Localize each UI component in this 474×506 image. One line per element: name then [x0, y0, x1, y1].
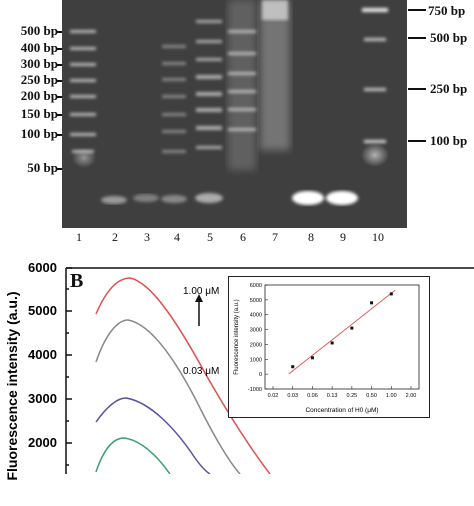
- inset-x-tick-label: 0.03: [287, 393, 298, 399]
- inset-y-tick-label: 6000: [250, 283, 262, 289]
- inset-chart: 6000 5000 4000 3000 2000 1000 0 -1000 0.02 0.03 0.…: [228, 276, 430, 418]
- right-marker-100: 100 bp: [430, 133, 468, 148]
- inset-chart-svg: 6000 5000 4000 3000 2000 1000 0 -1000 0.02 0.03 0.…: [234, 283, 420, 414]
- curve-green: [95, 437, 171, 474]
- inset-x-tick-label: 0.50: [366, 393, 377, 399]
- left-marker-400: 400 bp: [20, 40, 58, 55]
- y-tick-6000: 6000: [28, 260, 57, 275]
- arrow-top-label: 1.00 μM: [183, 286, 220, 297]
- lane-number: 8: [308, 230, 314, 244]
- left-marker-250: 250 bp: [20, 72, 58, 87]
- left-marker-100: 100 bp: [20, 126, 58, 141]
- lane-number: 5: [207, 230, 213, 244]
- left-marker-500: 500 bp: [20, 23, 58, 38]
- panel-b-axes: [65, 267, 474, 474]
- inset-x-tick-label: 2.00: [406, 393, 417, 399]
- y-tick-5000: 5000: [28, 303, 57, 318]
- curve-gray: [95, 319, 241, 474]
- curve-blue: [95, 397, 211, 474]
- lane-number: 2: [112, 230, 118, 244]
- inset-data-point: [389, 292, 393, 296]
- left-marker-300: 300 bp: [20, 56, 58, 71]
- inset-x-tick-label: 1.00: [386, 393, 397, 399]
- left-marker-150: 150 bp: [20, 106, 58, 121]
- inset-data-point: [370, 301, 374, 305]
- inset-y-tick-label: 3000: [250, 328, 262, 334]
- inset-fit-line: [288, 289, 396, 375]
- lane-number: 9: [340, 230, 346, 244]
- left-marker-50: 50 bp: [27, 160, 58, 175]
- inset-x-tick-label: 0.02: [268, 393, 279, 399]
- lane-number: 7: [272, 230, 278, 244]
- arrow-bottom-label: 0.03 μM: [183, 366, 220, 377]
- inset-x-tick-label: 0.25: [346, 393, 357, 399]
- lane-number: 1: [76, 230, 82, 244]
- lane-number: 10: [372, 230, 384, 244]
- lane-number: 3: [144, 230, 150, 244]
- inset-y-tick-label: 5000: [250, 298, 262, 304]
- inset-x-axis-label: Concentration of H0 (μM): [305, 407, 378, 414]
- inset-data-point: [350, 326, 354, 330]
- inset-y-tick-label: 2000: [250, 342, 262, 348]
- right-marker-ticks: [408, 9, 426, 142]
- inset-plot-frame: [264, 284, 420, 390]
- curve-red: [95, 277, 271, 474]
- gel-bands: [70, 0, 389, 205]
- lane-number: 6: [240, 230, 246, 244]
- y-tick-2000: 2000: [28, 435, 57, 450]
- gel-image: [62, 0, 407, 228]
- inset-y-tick-label: 1000: [250, 357, 262, 363]
- y-tick-4000: 4000: [28, 347, 57, 362]
- y-axis-label: Fluorescence intensity (a.u.): [4, 291, 20, 481]
- inset-y-tick-label: 4000: [250, 313, 262, 319]
- right-marker-500: 500 bp: [430, 30, 468, 45]
- y-tick-3000: 3000: [28, 391, 57, 406]
- inset-y-tick-label: 0: [259, 372, 262, 378]
- inset-y-axis-label: Fluorescence intensity (a.u.): [234, 299, 240, 374]
- left-marker-labels: 500 bp 400 bp 300 bp 250 bp 200 bp 150 b…: [0, 0, 58, 230]
- panel-b-letter: B: [70, 270, 84, 292]
- right-marker-750: 750 bp: [428, 3, 466, 18]
- inset-x-tick-label: 0.13: [327, 393, 338, 399]
- left-marker-200: 200 bp: [20, 88, 58, 103]
- inset-data-point: [330, 341, 334, 345]
- inset-x-tick-label: 0.06: [307, 393, 318, 399]
- lane-number: 4: [174, 230, 180, 244]
- right-marker-250: 250 bp: [430, 81, 468, 96]
- inset-y-tick-label: -1000: [248, 387, 262, 393]
- inset-data-point: [310, 356, 314, 360]
- inset-data-point: [291, 365, 295, 369]
